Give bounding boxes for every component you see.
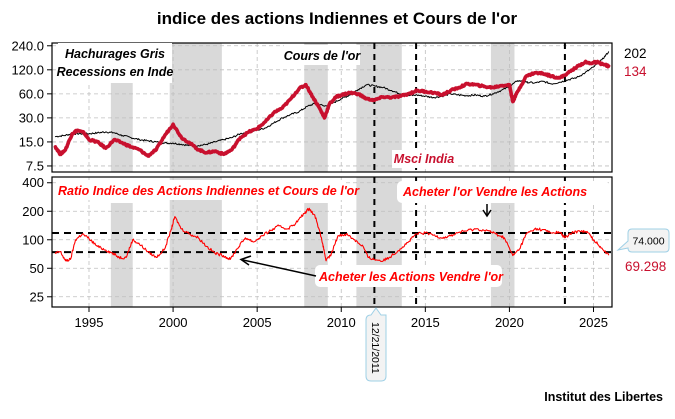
x-axis: 1995 2000 2005 2010 2015 2020 2025 xyxy=(75,307,608,330)
y-tick-label: 25 xyxy=(30,289,44,304)
msci-label-bg xyxy=(392,150,456,168)
buy-signal-arrow xyxy=(239,255,317,277)
ratio-line xyxy=(54,207,610,262)
buy-signal-label-bg xyxy=(315,265,502,287)
recession-note-bg xyxy=(58,43,172,83)
y-tick-label: 400 xyxy=(22,175,44,190)
x-tick-label: 2015 xyxy=(411,315,440,330)
bottom-plot-frame xyxy=(51,176,613,308)
x-tick-label: 2025 xyxy=(579,315,608,330)
bottom-y-axis: 25 50 100 200 400 xyxy=(22,175,52,304)
x-tick-label: 2020 xyxy=(495,315,524,330)
ratio-label-bg xyxy=(56,180,346,200)
sell-signal-arrow xyxy=(482,204,492,218)
x-tick-label: 2005 xyxy=(243,315,272,330)
recession-band xyxy=(490,203,515,307)
top-series xyxy=(53,51,611,158)
x-tick-label: 1995 xyxy=(75,315,104,330)
y-tick-label: 100 xyxy=(22,232,44,247)
y-tick-label: 7.5 xyxy=(26,158,44,173)
x-tick-label: 2010 xyxy=(327,315,356,330)
bottom-series xyxy=(54,207,610,262)
recession-band xyxy=(356,177,402,307)
gold-label-bg xyxy=(284,45,360,65)
date-tooltip-text: 12/21/2011 xyxy=(369,322,381,374)
ratio-last-value: 69.298 xyxy=(625,259,666,274)
sell-signal-label-bg xyxy=(397,181,609,203)
recession-note-line1: Hachurages Gris xyxy=(65,47,165,61)
y-tick-label: 240.0 xyxy=(11,38,44,53)
x-tick-label: 2000 xyxy=(159,315,188,330)
sell-signal-label: Acheter l'or Vendre les Actions xyxy=(402,185,587,199)
chart-title: indice des actions Indiennes et Cours de… xyxy=(157,9,518,28)
source-credit: Institut des Libertes xyxy=(544,390,663,404)
msci-india-line xyxy=(53,59,611,158)
gold-last-value: 202 xyxy=(624,46,647,61)
buy-signal-label: Acheter les Actions Vendre l'or xyxy=(318,270,504,284)
threshold-tooltip-value: 74.000 xyxy=(632,236,664,248)
y-tick-label: 200 xyxy=(22,204,44,219)
y-tick-label: 30.0 xyxy=(19,110,44,125)
top-plot-frame xyxy=(51,42,613,173)
msci-series-label: Msci India xyxy=(394,152,454,166)
top-y-axis: 7.5 15.0 30.0 60.0 120.0 240.0 xyxy=(11,38,52,173)
gold-series-label: Cours de l'or xyxy=(284,49,362,63)
ratio-series-label: Ratio Indice des Actions Indiennes et Co… xyxy=(58,184,360,198)
recession-band xyxy=(304,43,328,172)
date-tooltip: 12/21/2011 xyxy=(365,307,387,382)
recession-band xyxy=(490,43,515,172)
msci-last-value: 134 xyxy=(624,64,647,79)
y-tick-label: 15.0 xyxy=(19,134,44,149)
recession-band xyxy=(110,75,133,172)
recession-band xyxy=(110,203,133,307)
threshold-tooltip: 74.000 xyxy=(616,228,670,253)
y-tick-label: 60.0 xyxy=(19,86,44,101)
y-tick-label: 50 xyxy=(30,261,44,276)
recession-note-line2: Recessions en Inde xyxy=(57,65,174,79)
y-tick-label: 120.0 xyxy=(11,62,44,77)
